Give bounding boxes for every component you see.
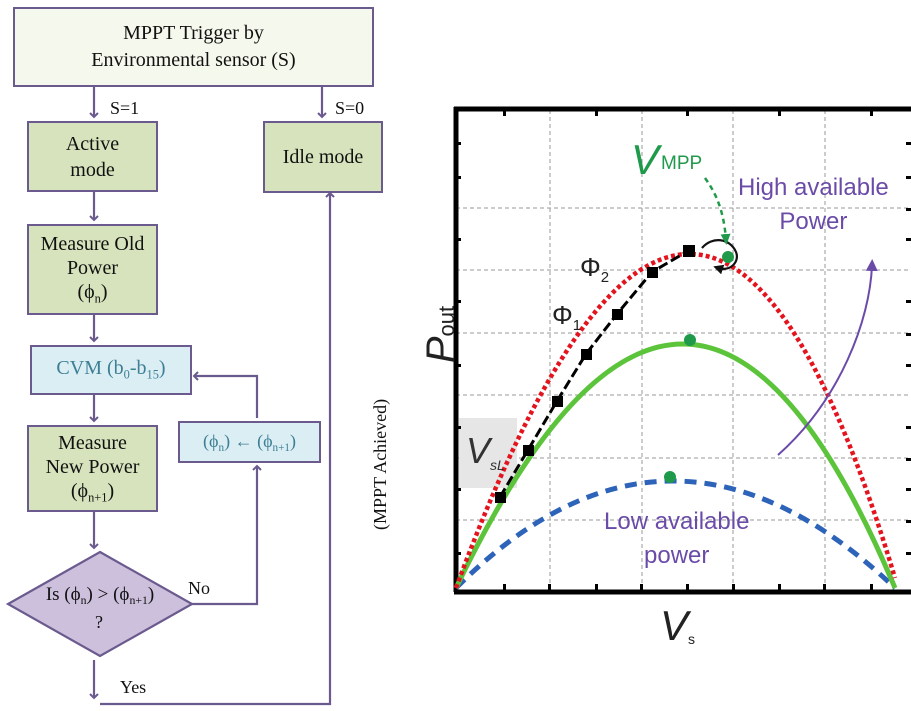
low-curve-peak [664,471,676,483]
trigger-line-1: MPPT Trigger by [123,22,264,44]
measure-old-power-box: Measure Old Power (ϕn) [27,224,158,315]
measure-old-line-2: Power [66,257,119,280]
idle-label: Idle mode [282,145,364,168]
high-available-power-label: High available Power [738,174,889,235]
high-curve-peak [722,251,734,263]
increase-power-arrow [777,259,878,456]
tracking-point [647,267,658,278]
active-line-1: Active [65,132,120,155]
x-axis-label: Vs [660,602,696,649]
tracking-point [523,445,534,456]
vsl-region [459,418,517,488]
medium-curve-peak [684,334,696,346]
arrow-update-cvm [192,371,259,418]
trigger-line-2: Environmental sensor (S) [91,49,296,71]
axes-frame [453,106,911,595]
measure-new-line-1: Measure [58,432,127,455]
cvm-box: CVM (b0-b15) [30,345,192,395]
low-available-power-label: Low available power [604,508,750,569]
tracking-point [552,396,563,407]
vmpp-arrow [703,177,731,245]
update-phi-label: (ϕn) ← (ϕn+1) [203,430,296,454]
phi-n-old: (ϕn) [77,281,108,306]
tick-marks [455,109,911,592]
measure-new-power-box: Measure New Power (ϕn+1) [27,425,158,512]
mpp-oscillation-arrow [701,239,738,275]
no-label: No [188,578,210,598]
measure-new-line-2: New Power [45,456,140,479]
y-axis-label: Pout [419,305,464,364]
arrow-mppt-achieved [100,191,335,706]
mppt-trigger-box: MPPT Trigger by Environmental sensor (S) [13,7,374,87]
tracking-markers [495,245,695,503]
active-line-2: mode [70,158,115,181]
arrow-decision-no [188,464,262,606]
medium-power-curve [453,341,898,590]
tracking-point [612,309,623,320]
decision-diamond [5,550,195,658]
yes-label: Yes [120,677,147,697]
idle-mode-box: Idle mode [263,121,383,193]
phi-n1-new: (ϕn+1) [70,480,115,505]
measure-old-line-1: Measure Old [40,233,145,256]
active-mode-box: Active mode [27,121,158,192]
phi-2-label: Φ2 [580,252,610,286]
phi-1-label: Φ1 [552,300,582,334]
vmpp-label: V MPP [631,136,703,183]
tracking-point [495,492,506,503]
update-phi-box: (ϕn) ← (ϕn+1) [178,421,321,463]
tracking-point [683,245,695,257]
cvm-label: CVM (b0-b15) [56,357,166,382]
s1-label: S=1 [110,98,140,118]
decision-text: Is (ϕn) > (ϕn+1) [45,583,155,608]
decision-question-mark: ? [95,612,103,632]
tracking-point [581,349,592,360]
vsl-label: VsL [466,430,505,473]
s0-label: S=0 [335,98,365,118]
